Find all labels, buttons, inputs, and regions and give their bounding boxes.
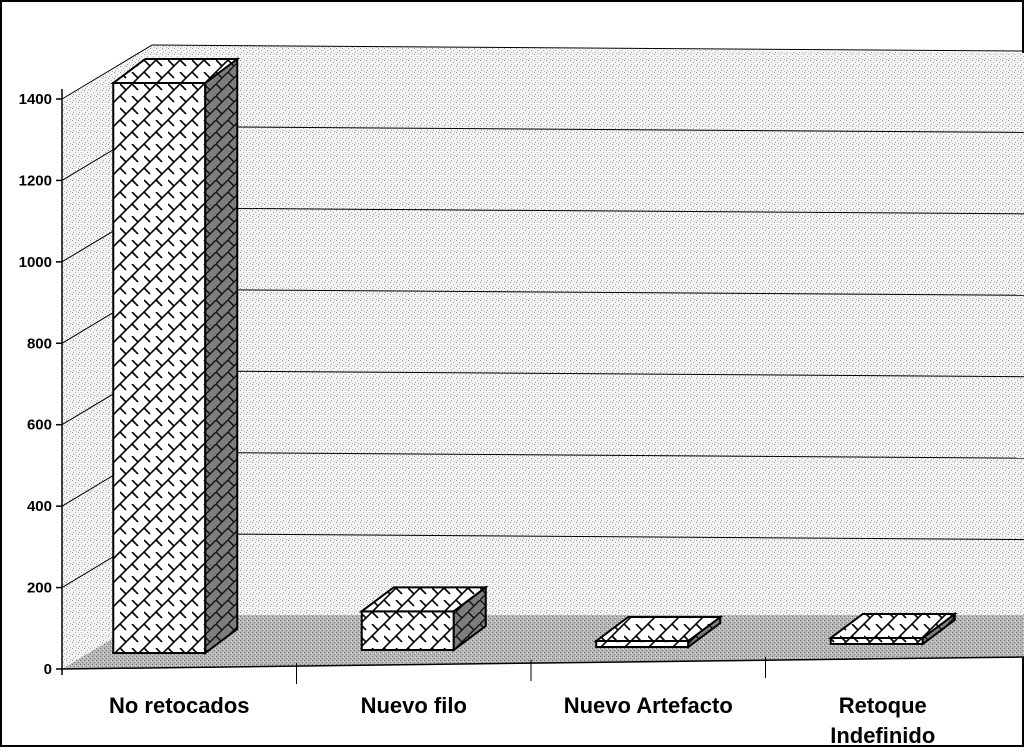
gridline xyxy=(151,370,1024,378)
bar-top xyxy=(593,616,724,642)
y-tick-label: 1200 xyxy=(19,172,52,189)
y-tick-label: 1400 xyxy=(19,91,52,108)
gridline xyxy=(151,207,1024,215)
y-axis: 0 200 400 600 800 1000 1200 1400 xyxy=(19,89,1024,678)
x-category-label: No retocados xyxy=(109,693,250,718)
bar-side xyxy=(204,57,239,655)
y-tick-label: 200 xyxy=(27,580,52,597)
y-tick-label: 800 xyxy=(27,335,52,352)
x-category-label: Nuevo filo xyxy=(361,693,467,718)
gridline-side xyxy=(61,44,153,100)
y-tick-label: 600 xyxy=(27,417,52,434)
y-tick-label: 400 xyxy=(27,498,52,515)
bar-0 xyxy=(110,57,241,655)
bar-front xyxy=(360,610,455,651)
floor xyxy=(62,615,1024,669)
x-category-label: Nuevo Artefacto xyxy=(564,693,733,718)
bar-1 xyxy=(358,585,489,652)
bar-2 xyxy=(593,615,724,649)
bar-3 xyxy=(827,612,958,646)
bar-top xyxy=(358,586,489,613)
gridline xyxy=(151,288,1024,296)
y-tick-label: 0 xyxy=(44,661,52,678)
bar-top xyxy=(110,58,241,84)
gridline xyxy=(151,451,1024,459)
gridline xyxy=(151,533,1024,541)
x-axis-line xyxy=(61,656,1024,670)
x-category-label: Indefinido xyxy=(830,723,935,747)
back-wall xyxy=(152,45,1024,615)
category-labels: No retocados Nuevo filo Nuevo Artefacto Ret… xyxy=(109,657,935,748)
y-tick-label: 1000 xyxy=(19,254,52,271)
bar-top xyxy=(827,613,958,639)
bars xyxy=(110,57,958,655)
x-category-label: Retoque xyxy=(839,693,927,718)
bar-front xyxy=(112,82,207,654)
gridline xyxy=(151,125,1024,133)
gridline xyxy=(151,44,1024,52)
